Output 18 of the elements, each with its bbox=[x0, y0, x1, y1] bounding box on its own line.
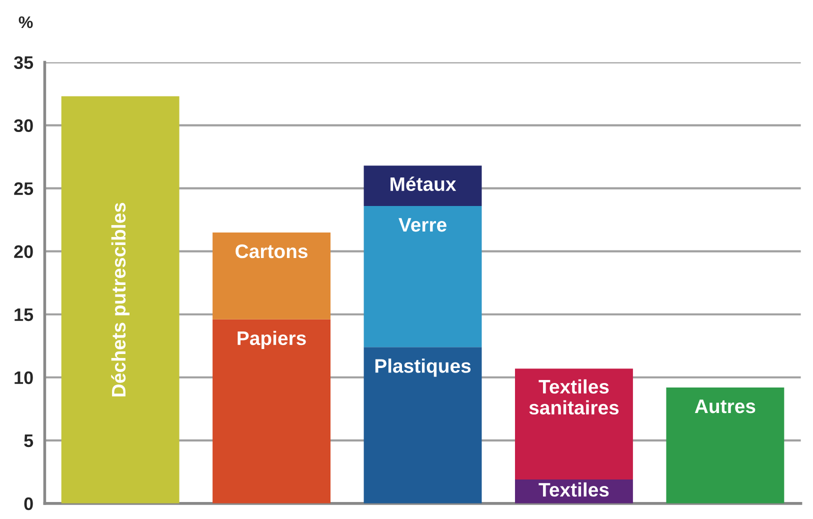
series-label: Autres bbox=[694, 400, 756, 414]
series-label: Métaux bbox=[390, 176, 456, 192]
y-tick-label: 20 bbox=[14, 245, 33, 258]
series-label: Cartons bbox=[236, 244, 308, 258]
y-tick-label: 10 bbox=[14, 371, 33, 384]
series-label: Verre bbox=[398, 218, 446, 232]
y-tick-label: 35 bbox=[14, 56, 34, 70]
series-label: Plastiques bbox=[375, 358, 471, 377]
series-label: Papiers bbox=[238, 330, 306, 349]
series-label: Textiles bbox=[538, 482, 609, 497]
y-axis-title: % bbox=[18, 16, 33, 28]
series-label: Textiles sanitaires bbox=[529, 379, 619, 415]
y-tick-label: 25 bbox=[14, 182, 34, 196]
y-tick-label: 5 bbox=[24, 434, 34, 448]
y-tick-label: 0 bbox=[24, 497, 33, 510]
series-label: Déchets putrescibles bbox=[111, 202, 130, 396]
y-tick-label: 30 bbox=[14, 119, 33, 132]
y-tick-label: 15 bbox=[14, 308, 34, 322]
